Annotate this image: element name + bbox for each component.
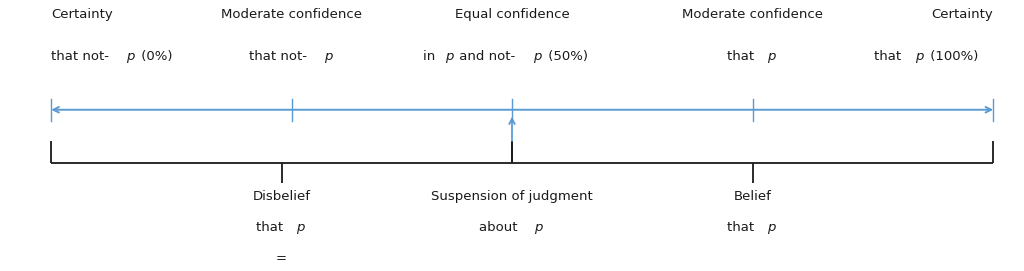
Text: that: that — [727, 221, 759, 234]
Text: Belief: Belief — [734, 190, 771, 203]
Text: p: p — [534, 50, 542, 63]
Text: Certainty: Certainty — [932, 8, 993, 21]
Text: Moderate confidence: Moderate confidence — [682, 8, 823, 21]
Text: in: in — [423, 50, 439, 63]
Text: (100%): (100%) — [926, 50, 978, 63]
Text: Moderate confidence: Moderate confidence — [221, 8, 362, 21]
Text: that: that — [727, 50, 759, 63]
Text: that: that — [874, 50, 906, 63]
Text: that not-: that not- — [249, 50, 307, 63]
Text: p: p — [444, 50, 453, 63]
Text: that not-: that not- — [51, 50, 110, 63]
Text: p: p — [914, 50, 924, 63]
Text: =: = — [276, 252, 287, 265]
Text: p: p — [767, 221, 776, 234]
Text: Equal confidence: Equal confidence — [455, 8, 569, 21]
Text: (50%): (50%) — [544, 50, 588, 63]
Text: that: that — [256, 221, 288, 234]
Text: about: about — [479, 221, 522, 234]
Text: Suspension of judgment: Suspension of judgment — [431, 190, 593, 203]
Text: p: p — [324, 50, 332, 63]
Text: p: p — [535, 221, 543, 234]
Text: Certainty: Certainty — [51, 8, 113, 21]
Text: Disbelief: Disbelief — [253, 190, 310, 203]
Text: p: p — [767, 50, 776, 63]
Text: p: p — [126, 50, 134, 63]
Text: (0%): (0%) — [137, 50, 172, 63]
Text: p: p — [296, 221, 305, 234]
Text: and not-: and not- — [456, 50, 516, 63]
